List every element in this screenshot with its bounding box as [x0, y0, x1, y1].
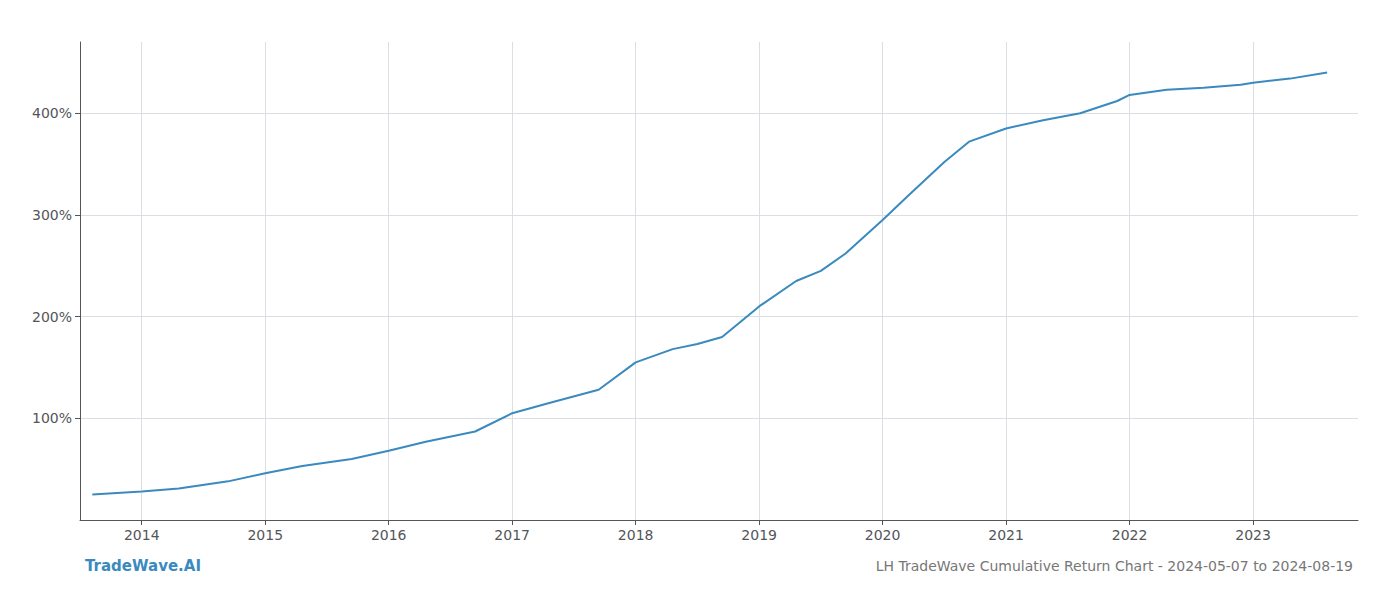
svg-text:400%: 400% — [32, 105, 72, 121]
svg-text:LH TradeWave Cumulative Return: LH TradeWave Cumulative Return Chart - 2… — [876, 558, 1353, 574]
svg-text:TradeWave.AI: TradeWave.AI — [85, 557, 201, 575]
svg-text:2015: 2015 — [247, 527, 283, 543]
svg-text:2021: 2021 — [988, 527, 1024, 543]
svg-text:2020: 2020 — [865, 527, 901, 543]
svg-text:2023: 2023 — [1235, 527, 1271, 543]
svg-text:2016: 2016 — [371, 527, 407, 543]
svg-text:300%: 300% — [32, 207, 72, 223]
svg-text:2022: 2022 — [1112, 527, 1148, 543]
svg-text:200%: 200% — [32, 309, 72, 325]
svg-text:100%: 100% — [32, 410, 72, 426]
svg-text:2017: 2017 — [494, 527, 530, 543]
svg-text:2019: 2019 — [741, 527, 777, 543]
svg-text:2018: 2018 — [618, 527, 654, 543]
svg-text:2014: 2014 — [124, 527, 160, 543]
